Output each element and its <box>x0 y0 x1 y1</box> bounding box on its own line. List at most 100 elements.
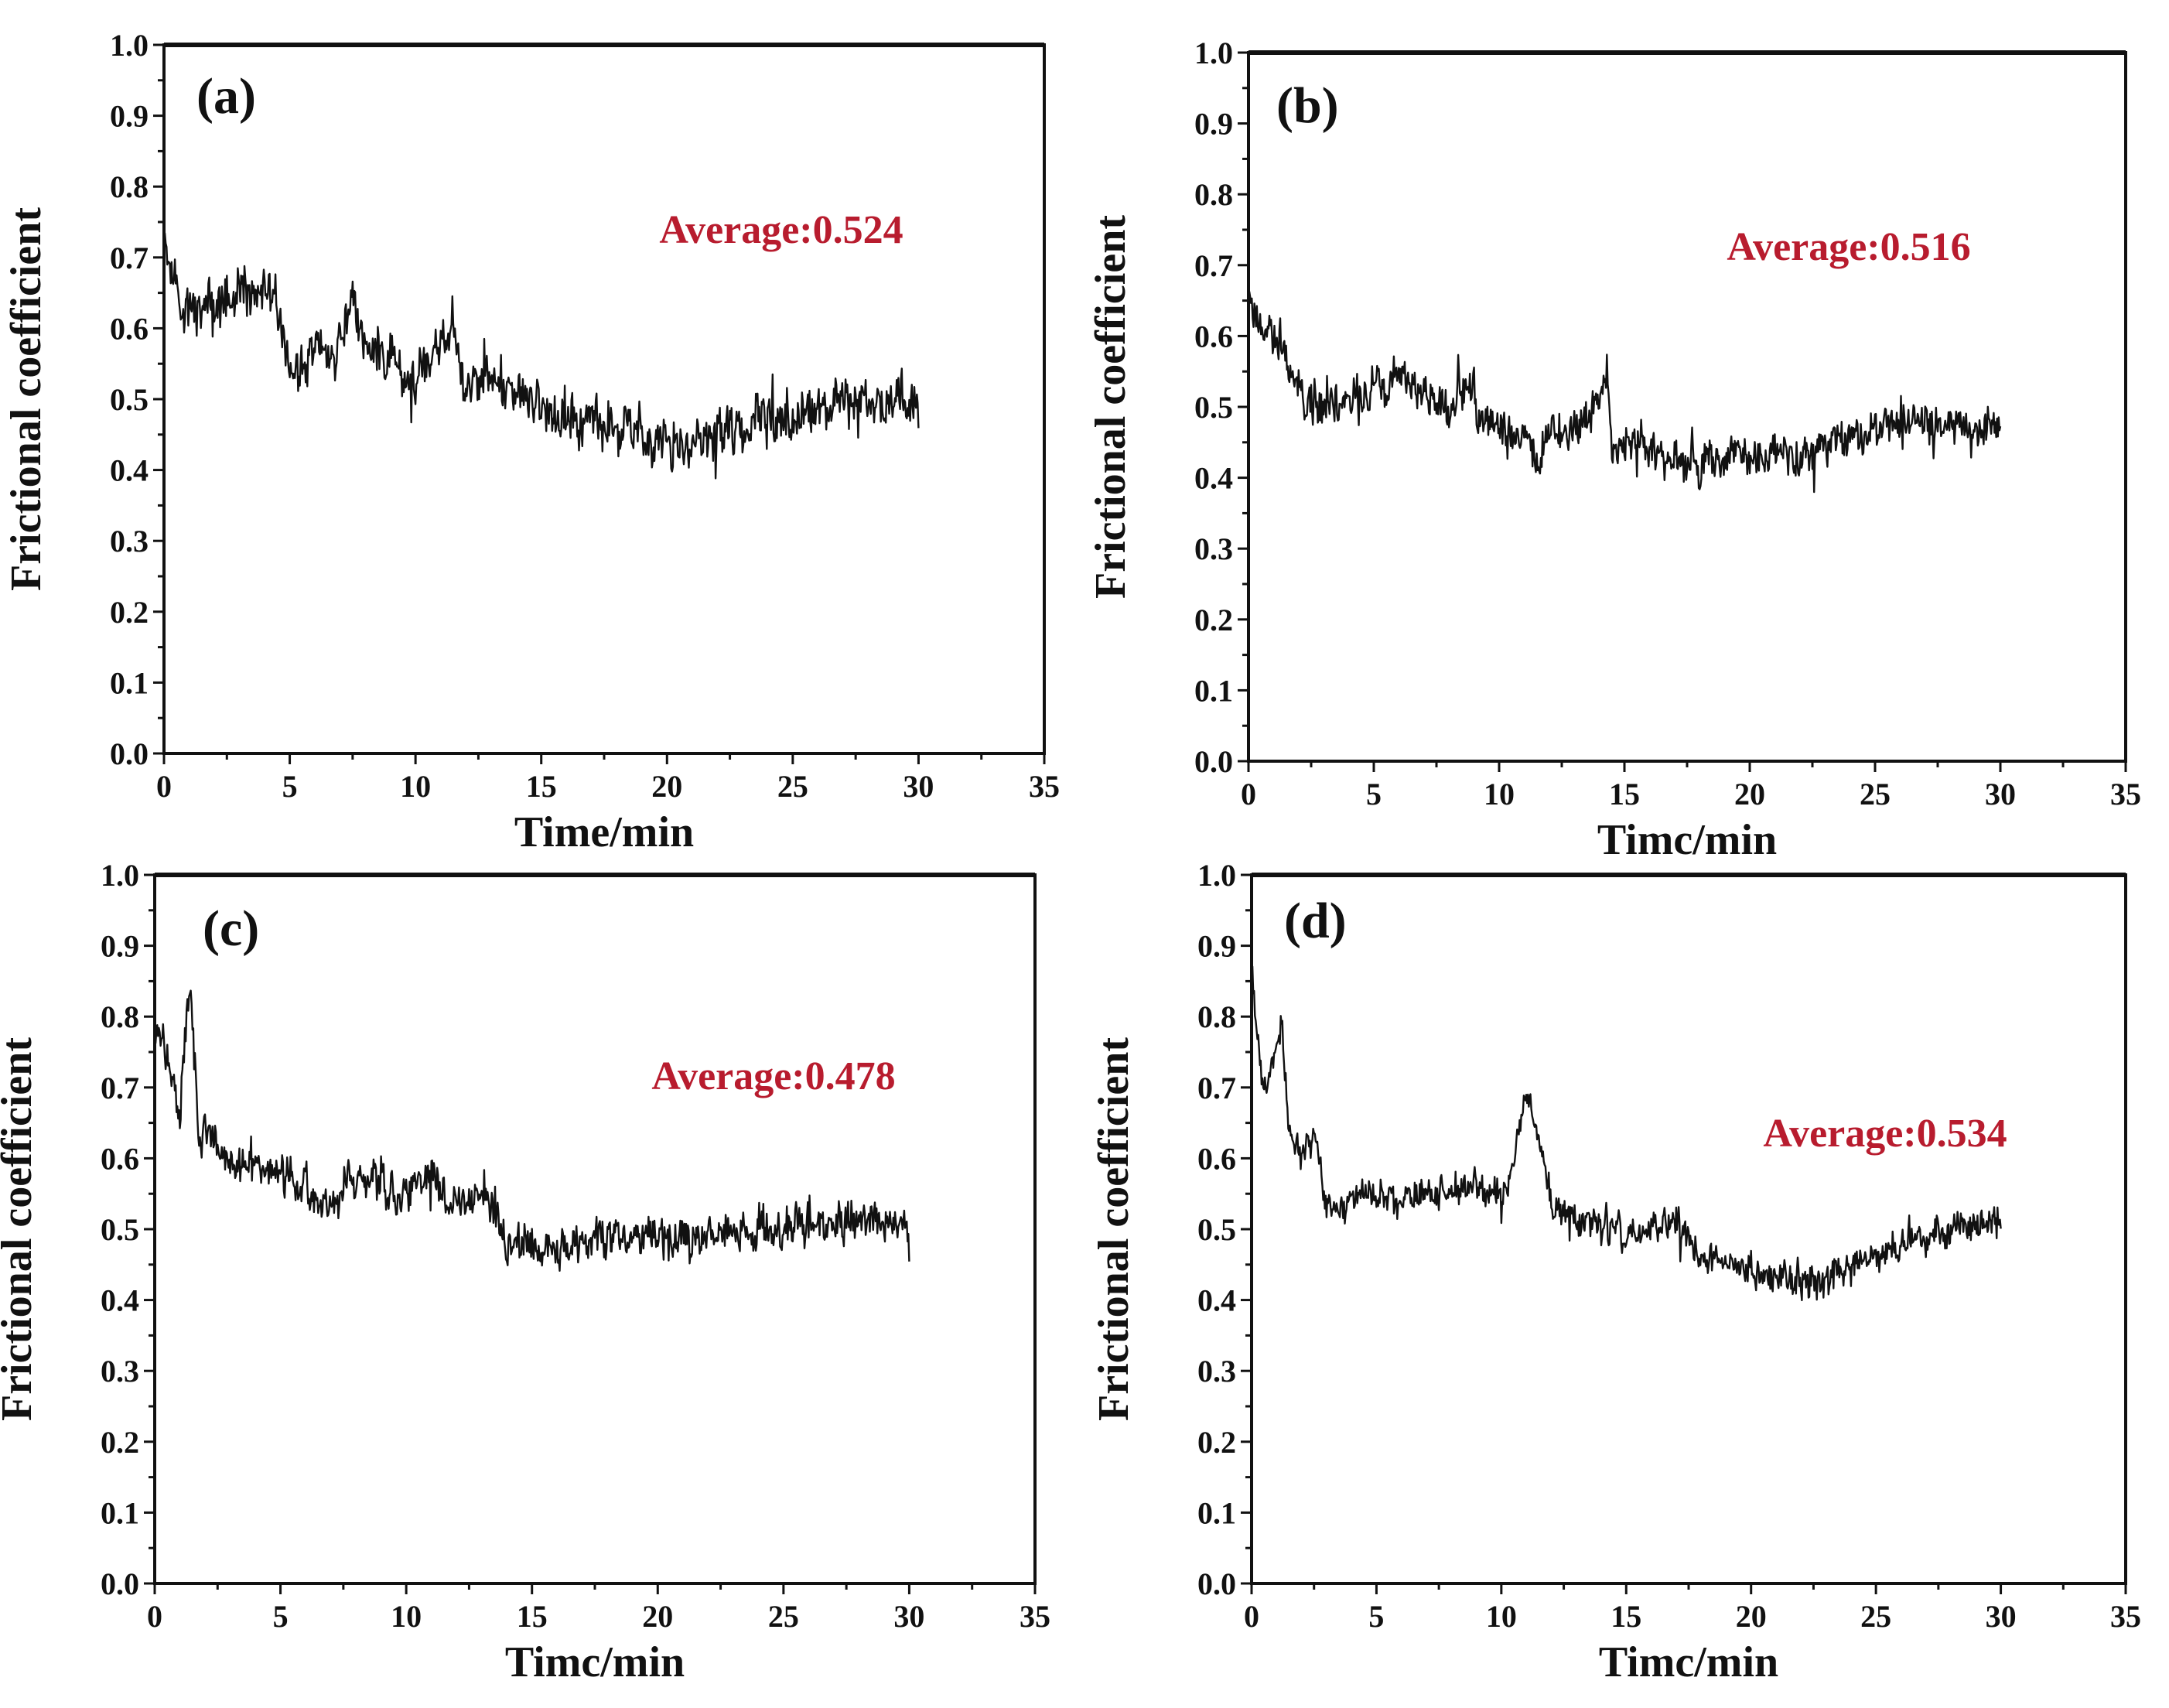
y-tick-label: 0.2 <box>1197 1425 1236 1460</box>
y-tick-label: 0.9 <box>101 929 139 964</box>
y-tick-label: 0.5 <box>1197 1212 1236 1247</box>
y-axis-title: Frictional coefficient <box>0 1037 41 1421</box>
x-tick-label: 15 <box>517 1599 548 1634</box>
average-annotation: Average:0.516 <box>1727 225 1970 269</box>
x-tick-label: 5 <box>273 1599 289 1634</box>
friction-series-line <box>153 989 910 1272</box>
x-tick-label: 5 <box>1366 777 1382 811</box>
y-tick-label: 0.5 <box>1194 390 1233 425</box>
y-tick-label: 1.0 <box>1197 858 1236 893</box>
x-tick-label: 5 <box>1368 1599 1384 1634</box>
y-tick-label: 1.0 <box>101 858 139 893</box>
y-tick-label: 0.2 <box>101 1425 139 1460</box>
panel-c: 0 5 10 15 20 25 30 35 0.0 0.1 0.2 0.3 0.4 0.5 0.6 0.7 0.… <box>0 858 1050 1686</box>
y-tick-label: 0.8 <box>101 999 139 1034</box>
x-tick-label: 25 <box>1860 777 1891 811</box>
y-tick-label: 0.8 <box>1197 999 1236 1034</box>
average-annotation: Average:0.478 <box>651 1054 895 1098</box>
average-annotation: Average:0.534 <box>1763 1112 2007 1156</box>
x-axis-title: Timc/min <box>505 1638 685 1686</box>
y-tick-label: 0.4 <box>101 1283 139 1318</box>
y-tick-label: 0.0 <box>1194 744 1233 779</box>
y-tick-label: 0.7 <box>1197 1071 1236 1105</box>
friction-series-line <box>162 232 920 480</box>
x-axis-title: Timc/min <box>1599 1638 1778 1686</box>
x-tick-label: 30 <box>903 769 934 804</box>
x-tick-label: 20 <box>1734 777 1765 811</box>
y-tick-label: 0.4 <box>1194 461 1233 496</box>
y-tick-label: 0.9 <box>110 99 149 134</box>
y-tick-label: 0.6 <box>1194 319 1233 354</box>
y-tick-label: 0.3 <box>1194 531 1233 566</box>
y-tick-label: 0.7 <box>1194 248 1233 283</box>
friction-series-line <box>1247 290 2002 494</box>
y-tick-label: 0.5 <box>101 1212 139 1247</box>
panel-label: (a) <box>196 68 256 125</box>
x-tick-label: 30 <box>1986 1599 2017 1634</box>
x-tick-label: 25 <box>1860 1599 1891 1634</box>
y-tick-label: 0.6 <box>101 1141 139 1176</box>
x-tick-label: 35 <box>1029 769 1060 804</box>
y-tick-label: 0.3 <box>101 1354 139 1389</box>
x-tick-label: 10 <box>391 1599 422 1634</box>
y-tick-label: 0.4 <box>110 453 149 488</box>
y-tick-label: 0.1 <box>101 1495 139 1530</box>
x-tick-label: 35 <box>2110 777 2141 811</box>
x-tick-label: 0 <box>147 1599 162 1634</box>
y-tick-label: 0.1 <box>1194 673 1233 708</box>
panel-d: 0 5 10 15 20 25 30 35 0.0 0.1 0.2 0.3 0.4 0.5 0.6 0.7 0.… <box>1090 858 2141 1686</box>
y-tick-label: 0.1 <box>1197 1495 1236 1530</box>
x-tick-label: 10 <box>400 769 431 804</box>
x-tick-label: 0 <box>1241 777 1256 811</box>
x-tick-label: 5 <box>282 769 298 804</box>
y-tick-label: 0.3 <box>1197 1354 1236 1389</box>
panel-label: (d) <box>1284 893 1347 949</box>
y-tick-label: 0.9 <box>1197 929 1236 964</box>
y-axis-title: Frictional coefficient <box>2 207 50 591</box>
y-tick-label: 0.2 <box>110 595 149 630</box>
x-tick-label: 35 <box>1020 1599 1050 1634</box>
y-tick-label: 0.6 <box>1197 1141 1236 1176</box>
x-tick-label: 0 <box>156 769 172 804</box>
friction-series-line <box>1250 965 2002 1302</box>
y-tick-label: 0.0 <box>110 736 149 771</box>
x-tick-label: 25 <box>768 1599 799 1634</box>
x-tick-label: 20 <box>1736 1599 1767 1634</box>
y-axis-title: Frictional coefficient <box>1090 1037 1138 1421</box>
y-tick-label: 0.0 <box>101 1566 139 1601</box>
plot-frame <box>1247 51 2127 763</box>
x-tick-label: 30 <box>1985 777 2016 811</box>
x-tick-label: 10 <box>1484 777 1515 811</box>
x-tick-label: 30 <box>893 1599 924 1634</box>
y-tick-label: 0.0 <box>1197 1566 1236 1601</box>
x-tick-label: 0 <box>1244 1599 1259 1634</box>
y-tick-label: 0.3 <box>110 524 149 559</box>
panel-label: (b) <box>1276 77 1339 134</box>
x-axis-title: Timc/min <box>1597 816 1777 864</box>
x-tick-label: 15 <box>1609 777 1640 811</box>
y-tick-label: 0.2 <box>1194 603 1233 637</box>
y-tick-label: 0.8 <box>1194 177 1233 212</box>
x-tick-label: 25 <box>777 769 808 804</box>
x-tick-label: 20 <box>651 769 682 804</box>
y-tick-label: 1.0 <box>110 28 149 63</box>
y-tick-label: 0.6 <box>110 311 149 346</box>
y-tick-label: 0.9 <box>1194 107 1233 142</box>
y-tick-label: 0.7 <box>101 1071 139 1105</box>
y-tick-label: 0.5 <box>110 382 149 417</box>
x-tick-label: 20 <box>642 1599 673 1634</box>
y-axis-title: Frictional coefficient <box>1087 215 1135 599</box>
panel-b: 0 5 10 15 20 25 30 35 0.0 0.1 0.2 0.3 0.4 0.5 0.6 0.7 0.… <box>1087 36 2141 864</box>
panel-label: (c) <box>203 900 259 957</box>
y-tick-label: 0.1 <box>110 665 149 700</box>
x-tick-label: 15 <box>1611 1599 1641 1634</box>
panel-a: 0 5 10 15 20 25 30 35 0.0 0.1 0.2 0.3 0.4 0.5 0.6 0.7 0.… <box>2 28 1060 856</box>
average-annotation: Average:0.524 <box>659 208 903 252</box>
x-axis-title: Time/min <box>514 808 694 856</box>
y-tick-label: 0.8 <box>110 169 149 204</box>
x-tick-label: 10 <box>1486 1599 1517 1634</box>
y-tick-label: 0.4 <box>1197 1283 1236 1318</box>
x-tick-label: 35 <box>2110 1599 2141 1634</box>
y-tick-label: 0.7 <box>110 241 149 275</box>
